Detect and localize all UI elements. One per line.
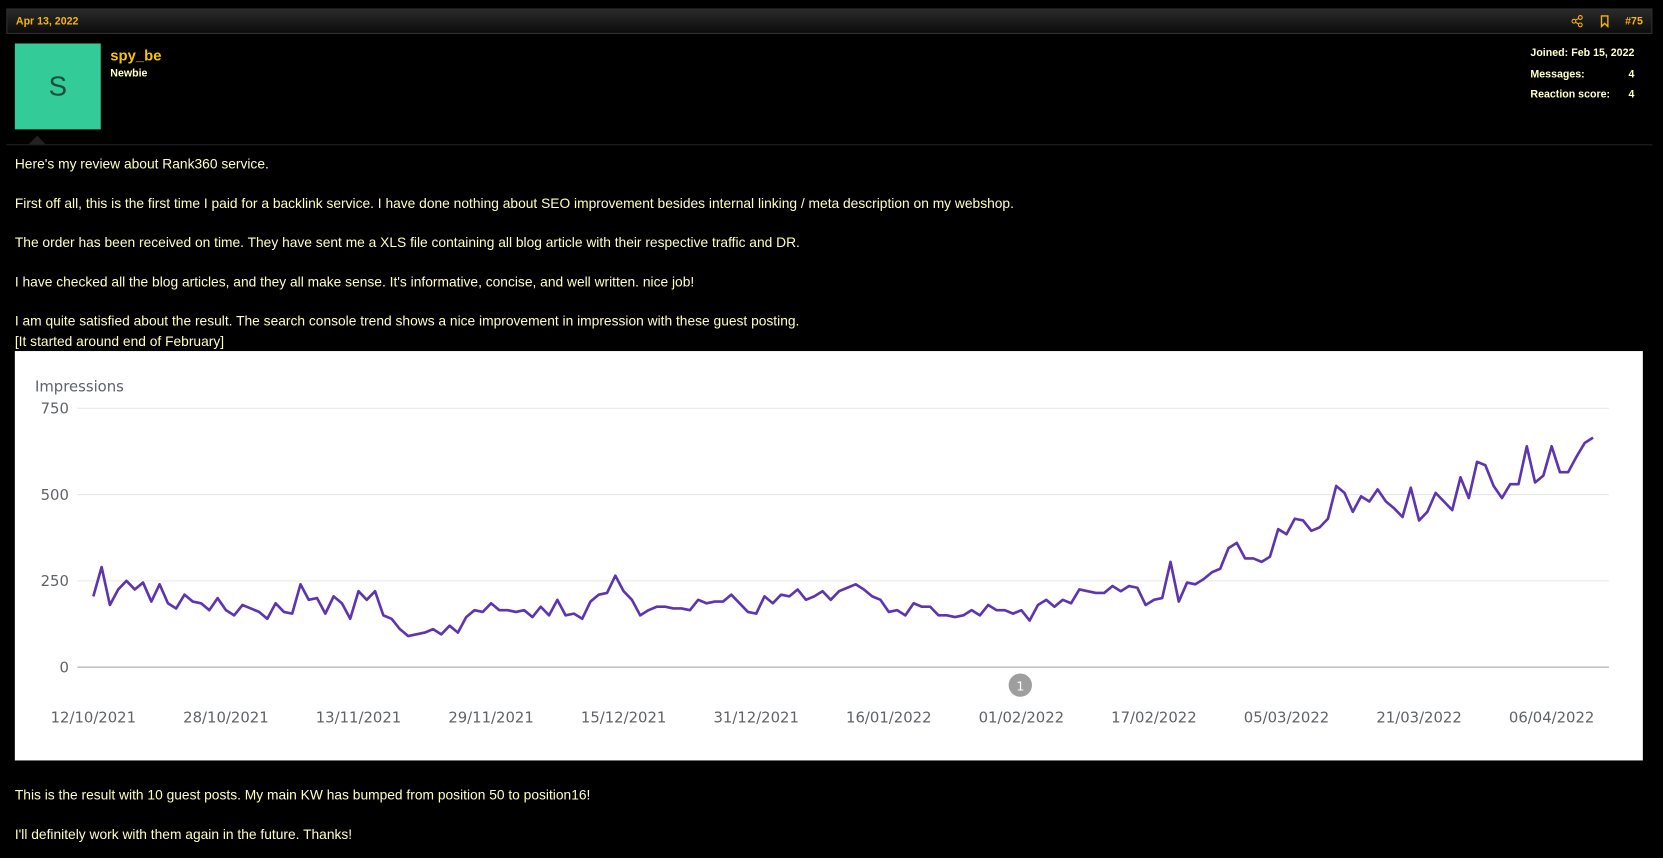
meta-row: Joined: Feb 15, 2022: [1530, 48, 1634, 69]
post-header: Apr 13, 2022 #75: [6, 8, 1653, 34]
username[interactable]: spy_be: [110, 46, 162, 64]
y-tick-label: 500: [41, 487, 69, 504]
meta-row: Reaction score: 4: [1530, 89, 1634, 110]
x-tick-label: 06/04/2022: [1509, 709, 1594, 726]
separator: [6, 144, 1653, 146]
x-tick-label: 13/11/2021: [316, 709, 401, 726]
y-axis-title: Impressions: [35, 378, 124, 395]
y-tick-label: 750: [41, 401, 69, 418]
annotation-label: 1: [1016, 678, 1024, 693]
x-tick-label: 15/12/2021: [581, 709, 666, 726]
x-tick-label: 01/02/2022: [979, 709, 1064, 726]
chart: Impressions 0 250 500 750 12/10/2021 28/10/20…: [35, 378, 1609, 726]
meta-value: 4: [1628, 68, 1635, 81]
meta-label: Reaction score:: [1530, 89, 1611, 101]
post-number[interactable]: #75: [1625, 15, 1643, 28]
x-tick-label: 28/10/2021: [183, 709, 268, 726]
bookmark-icon[interactable]: [1598, 15, 1611, 28]
paragraph: I am quite satisfied about the result. T…: [14, 312, 800, 329]
chart-image: Impressions 0 250 500 750 12/10/2021 28/10/20…: [14, 351, 1643, 761]
annotation-marker: [1008, 673, 1032, 697]
meta-value: Feb 15, 2022: [1571, 47, 1635, 60]
y-tick-label: 250: [41, 573, 69, 590]
user-role: Newbie: [110, 67, 148, 80]
meta-row: Messages: 4: [1530, 68, 1634, 89]
x-tick-label: 12/10/2021: [51, 709, 136, 726]
x-tick-label: 05/03/2022: [1244, 709, 1329, 726]
x-tick-label: 29/11/2021: [448, 709, 533, 726]
paragraph: This is the result with 10 guest posts. …: [14, 786, 591, 803]
avatar-pointer: [28, 135, 46, 145]
meta-label: Messages:: [1530, 68, 1585, 81]
paragraph: Here's my review about Rank360 service.: [14, 155, 269, 172]
avatar[interactable]: S: [14, 43, 101, 130]
share-icon[interactable]: [1571, 15, 1584, 28]
post-date[interactable]: Apr 13, 2022: [15, 15, 79, 28]
post-body: Here's my review about Rank360 service. F…: [15, 155, 1014, 351]
paragraph: I have checked all the blog articles, an…: [14, 273, 695, 290]
x-tick-label: 17/02/2022: [1111, 709, 1196, 726]
data-line: [92, 436, 1594, 638]
meta-value: 4: [1628, 89, 1635, 101]
meta-label: Joined:: [1530, 47, 1569, 60]
paragraph: The order has been received on time. The…: [14, 234, 800, 251]
paragraph: [It started around end of February]: [14, 332, 225, 349]
y-tick-label: 0: [60, 659, 69, 676]
x-tick-label: 21/03/2022: [1376, 709, 1461, 726]
x-tick-label: 16/01/2022: [846, 709, 931, 726]
post-body-end: This is the result with 10 guest posts. …: [15, 786, 591, 845]
paragraph: I'll definitely work with them again in …: [14, 826, 353, 843]
user-meta: Joined: Feb 15, 2022 Messages: 4 Reaction sc…: [1530, 48, 1634, 110]
paragraph: First off all, this is the first time I …: [14, 195, 1014, 212]
x-tick-label: 31/12/2021: [713, 709, 798, 726]
